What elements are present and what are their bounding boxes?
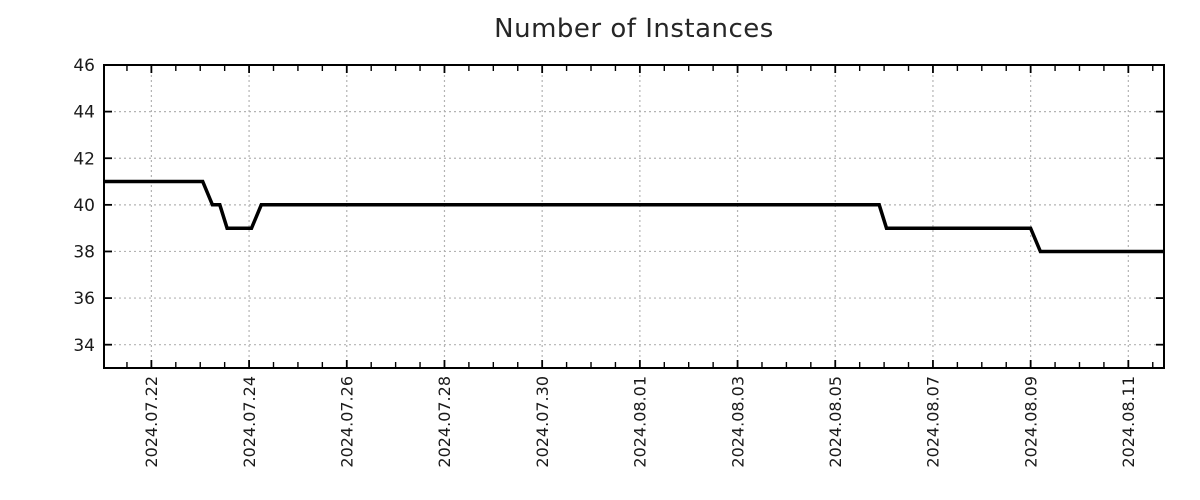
x-tick-label: 2024.08.05 xyxy=(826,376,845,468)
x-tick-label: 2024.07.30 xyxy=(533,376,552,468)
x-tick-label: 2024.08.11 xyxy=(1119,376,1138,468)
x-tick-label: 2024.08.03 xyxy=(728,376,747,468)
y-tick-label: 36 xyxy=(73,289,95,309)
x-tick-label: 2024.07.22 xyxy=(142,376,161,468)
plot-frame xyxy=(103,64,1165,369)
y-tick-label: 34 xyxy=(73,336,95,356)
y-tick-label: 44 xyxy=(73,103,95,123)
x-tick-label: 2024.08.07 xyxy=(924,376,943,468)
y-tick-label: 42 xyxy=(73,149,95,169)
chart-title: Number of Instances xyxy=(494,14,774,44)
x-tick-label: 2024.07.24 xyxy=(240,376,259,468)
data-line xyxy=(104,179,1164,254)
y-tick-label: 40 xyxy=(73,196,95,216)
x-tick-label: 2024.08.01 xyxy=(631,376,650,468)
x-tick-label: 2024.07.26 xyxy=(338,376,357,468)
y-tick-label: 38 xyxy=(73,243,95,263)
x-tick-label: 2024.08.09 xyxy=(1021,376,1040,468)
y-tick-label: 46 xyxy=(73,56,95,76)
x-tick-label: 2024.07.28 xyxy=(435,376,454,468)
